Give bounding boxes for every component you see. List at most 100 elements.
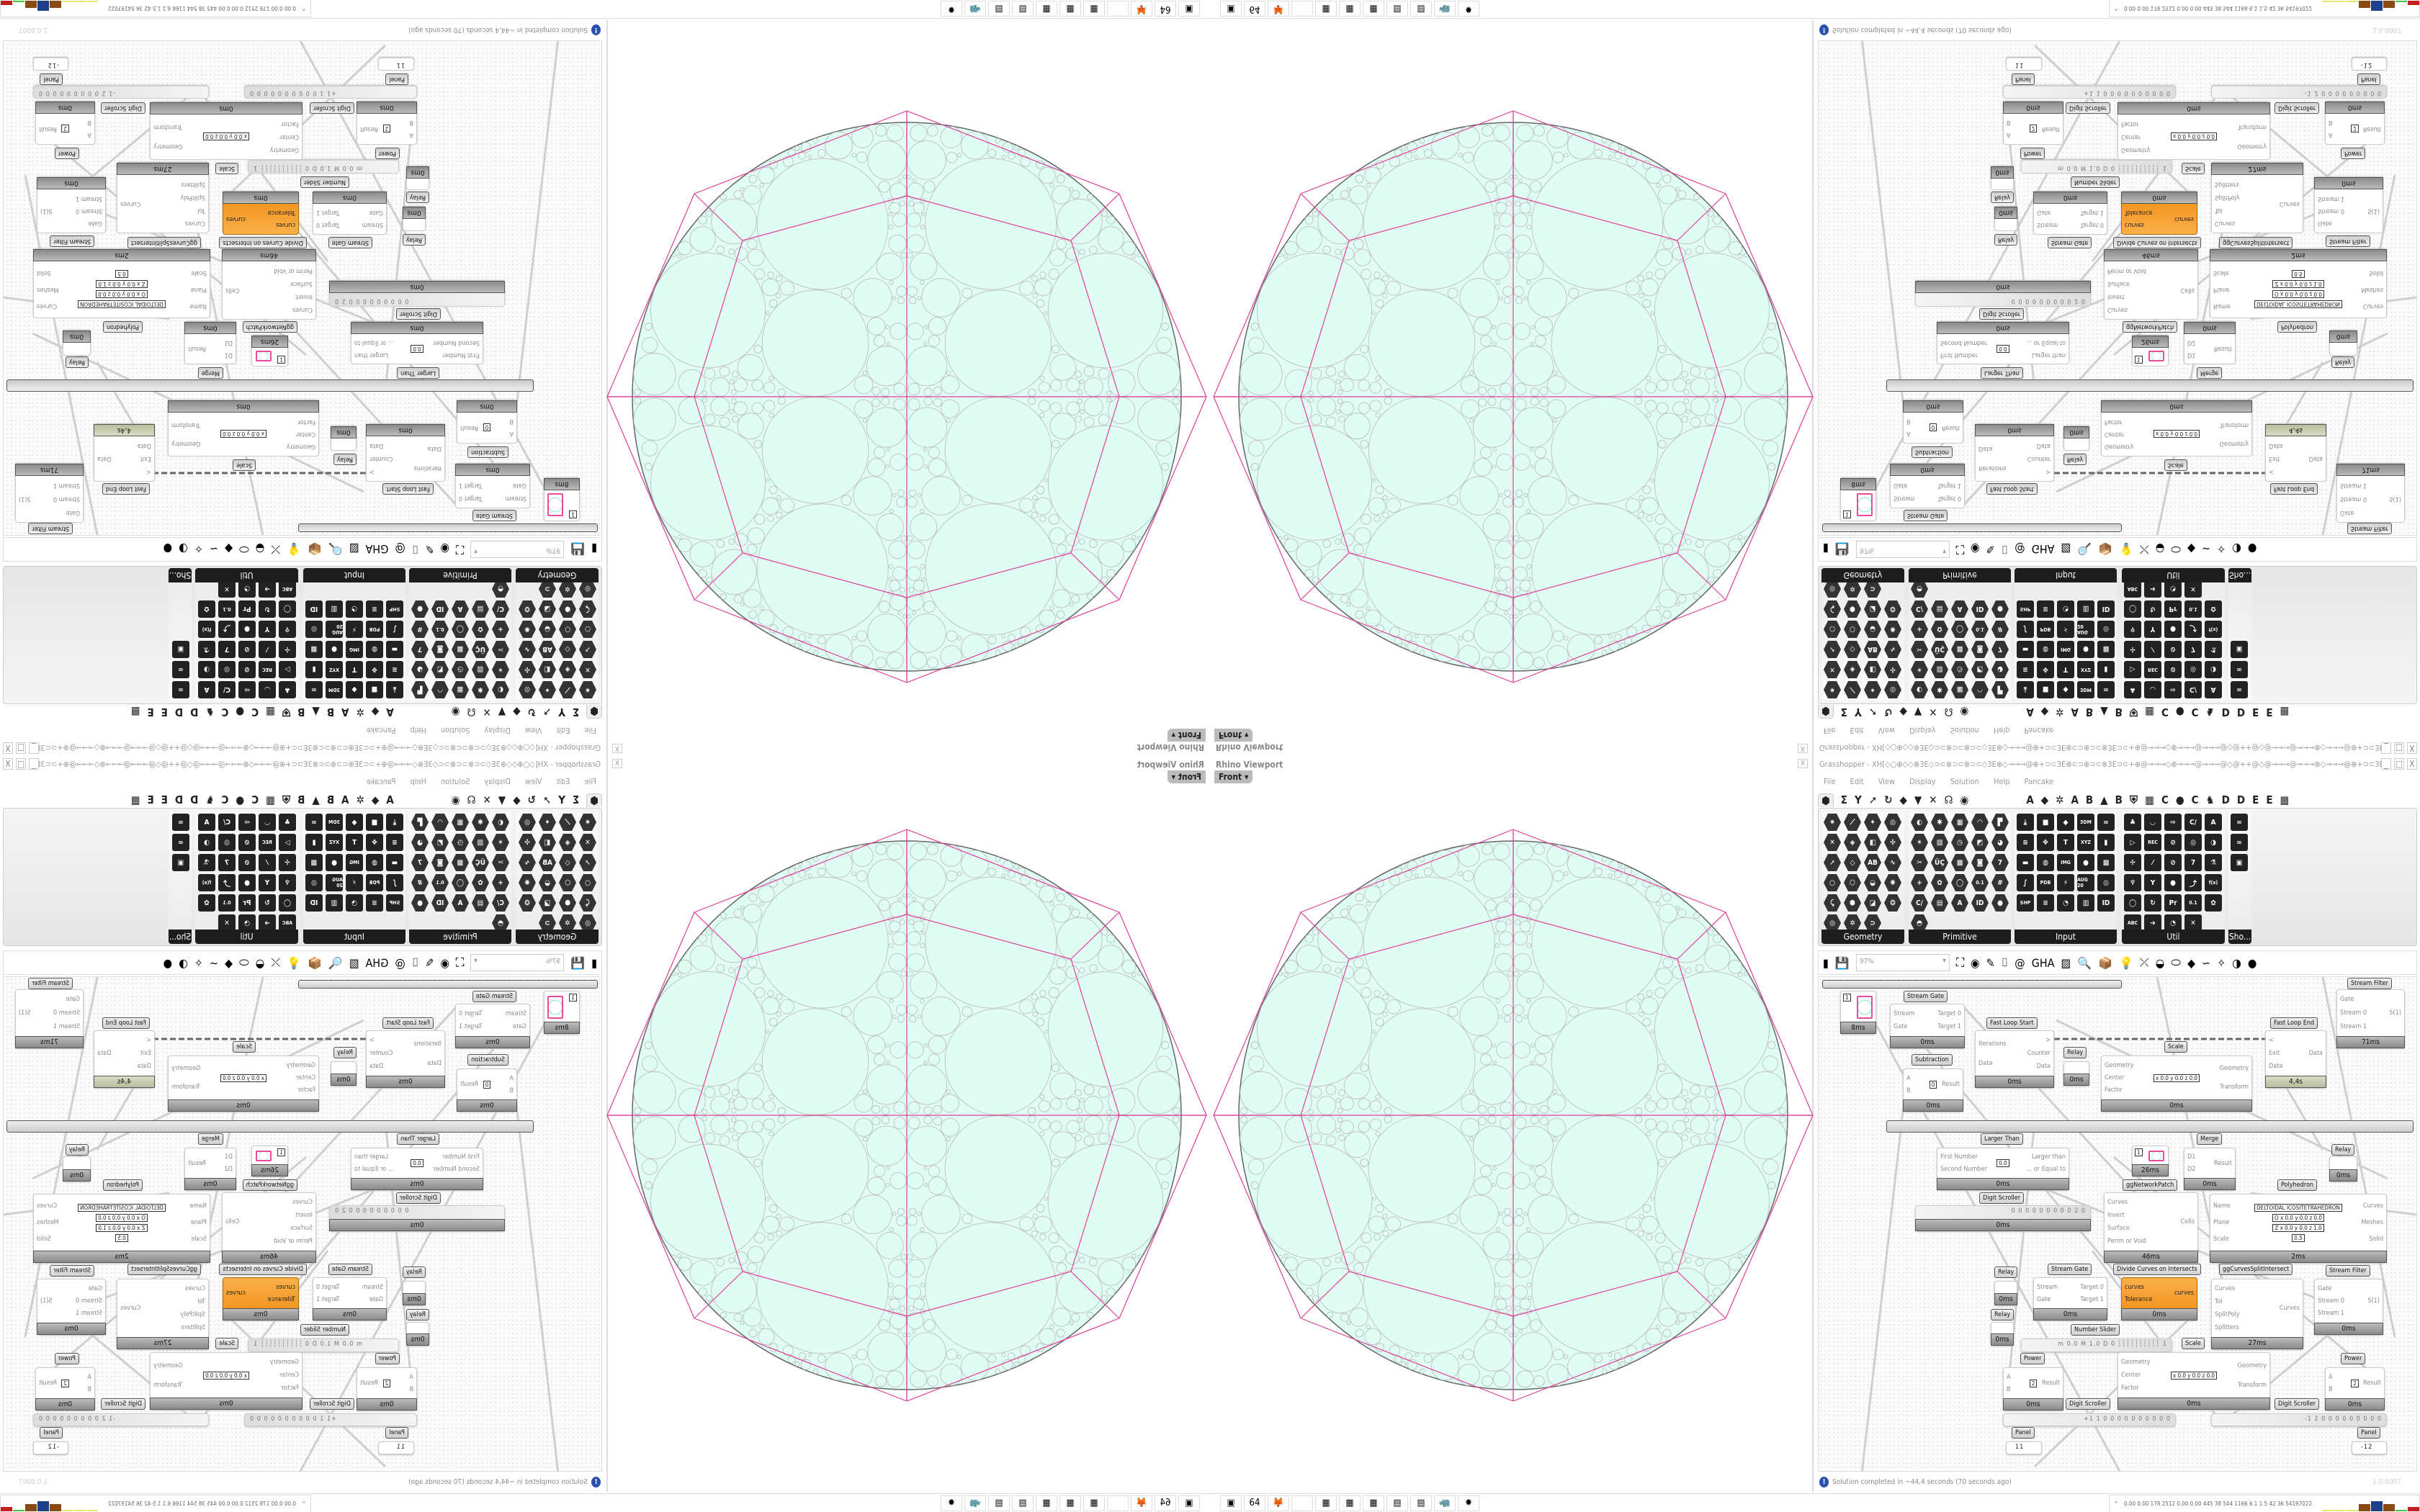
digit-scroller-label[interactable]: Digit Scroller (395, 308, 441, 320)
tab-icon[interactable]: ⛨ (282, 793, 291, 806)
component-icon[interactable]: ⊃ (1864, 914, 1881, 932)
new-file-icon[interactable]: ▮ (1823, 542, 1829, 557)
output-param[interactable]: Transform (2219, 1084, 2249, 1091)
component-icon[interactable]: ⊘ (2164, 661, 2182, 678)
group-bar[interactable] (1822, 980, 2122, 989)
tab-icon[interactable]: D (174, 793, 184, 806)
taskbar-calculator-icon[interactable]: ▦ (1363, 1495, 1384, 1511)
tab-icon[interactable]: E (2252, 793, 2259, 806)
component-icon[interactable]: A (198, 814, 215, 831)
component-icon[interactable]: ○ (579, 874, 596, 891)
input-param[interactable]: Stream (362, 1283, 383, 1291)
component-icon[interactable]: ▷ (2124, 661, 2141, 678)
component-icon[interactable]: ∞ (172, 814, 189, 831)
value-box[interactable]: 2 (2351, 125, 2359, 133)
component-icon[interactable]: ▩ (2097, 854, 2115, 871)
gha-icon[interactable]: GHA (2031, 955, 2055, 970)
component-icon[interactable]: ● (1991, 600, 2009, 618)
component-icon[interactable]: ⇨ (238, 814, 256, 831)
output-param[interactable]: Larger than (354, 351, 389, 359)
component-icon[interactable]: ∞ (305, 814, 323, 831)
component-icon[interactable]: ⚗ (2205, 641, 2222, 658)
input-param[interactable]: Geometry (269, 1359, 299, 1366)
tab-icon[interactable]: ▦ (2145, 706, 2154, 719)
power-label[interactable]: Power (2020, 1353, 2045, 1364)
component-icon[interactable]: SHP (2017, 894, 2034, 912)
panel-label[interactable]: Primitive (409, 930, 511, 944)
input-param[interactable]: Factor (281, 120, 299, 127)
panel-node[interactable]: 11 (378, 58, 414, 71)
input-param[interactable]: A (409, 1373, 413, 1381)
swatch-value[interactable]: 1 (569, 510, 577, 518)
input-param[interactable]: Stream 0 (53, 495, 80, 503)
component-icon[interactable]: ◎ (579, 580, 596, 598)
tab-icon[interactable]: ↻ (1884, 793, 1893, 806)
input-param[interactable]: A (1906, 430, 1911, 438)
component-icon[interactable]: ▧ (1931, 661, 1948, 678)
input-param[interactable]: Gate (2318, 1284, 2332, 1292)
component-icon[interactable]: ◧ (1864, 834, 1881, 851)
value-box[interactable]: x 0.0 y 0.0 z 0.0 (220, 430, 267, 438)
component-icon[interactable]: ✕ (1824, 661, 1841, 678)
input-param[interactable]: Geometry (269, 146, 299, 153)
component-icon[interactable]: IMG (2057, 854, 2074, 871)
globe-icon[interactable]: ● (2247, 542, 2257, 557)
tab-icon[interactable]: ✕ (1929, 706, 1937, 719)
tab-icon[interactable]: B (2115, 793, 2123, 806)
tab-icon[interactable]: ▼ (1914, 793, 1922, 806)
component-icon[interactable]: ▥ (326, 600, 343, 618)
component-icon[interactable]: ○ (1824, 874, 1841, 891)
power-label[interactable]: Power (54, 1353, 79, 1364)
output-param[interactable]: Target 1 (2080, 1295, 2104, 1303)
component-icon[interactable]: ✲ (1844, 580, 1861, 598)
menu-view[interactable]: View (524, 726, 542, 735)
component-icon[interactable]: 7 (218, 854, 236, 871)
zoom-extents-icon[interactable]: ⛶ (1955, 543, 1965, 557)
taskbar-calculator-icon[interactable]: ▦ (1059, 1, 1081, 17)
widget-value[interactable]: -1 2 0 0 0 0 0 0 0 0 0 (2304, 89, 2382, 96)
tab-icon[interactable]: ☊ (467, 793, 476, 806)
component-icon[interactable]: ▮ (305, 661, 323, 678)
input-param[interactable]: Geometry (2105, 443, 2134, 451)
swatch-value[interactable]: 1 (277, 1148, 285, 1156)
component-icon[interactable]: # (411, 874, 429, 891)
component-icon[interactable]: ◎ (1884, 814, 1901, 831)
component-icon[interactable]: 7 (1991, 641, 2009, 658)
component-icon[interactable]: ⟋ (1844, 681, 1861, 698)
component-icon[interactable]: ➔ (2144, 580, 2161, 598)
input-param[interactable]: SplitPoly (180, 194, 205, 201)
component-icon[interactable]: ✿ (1931, 621, 1948, 638)
component-icon[interactable]: ✕ (2184, 914, 2202, 932)
fast-loop-end-node[interactable]: < Exit Data Data 4,4s (94, 1030, 155, 1088)
component-icon[interactable]: ◎ (305, 621, 323, 638)
component-icon[interactable]: ⤴ (218, 621, 236, 638)
widget-value[interactable]: m 0.0 M 1.0 D 0 ┆┆┆┆┆┆┆┆┆┆ 1 (253, 1341, 362, 1348)
panel-label[interactable]: Panel (385, 1427, 408, 1439)
component-icon[interactable]: ❂ (519, 600, 536, 618)
input-param[interactable]: Geometry (286, 443, 315, 451)
output-param[interactable]: curves (2174, 215, 2194, 222)
digit-scroller-label[interactable]: Digit Scroller (1979, 308, 2025, 320)
component-icon[interactable]: ◷ (1951, 661, 1968, 678)
number-slider-label[interactable]: Number Slider (300, 176, 349, 188)
wires-icon[interactable]: ⤫ (2139, 955, 2149, 969)
output-param[interactable]: S(1) (19, 1009, 31, 1017)
component-icon[interactable]: A (2205, 681, 2222, 698)
component-icon[interactable]: ⬡ (559, 874, 576, 891)
component-icon[interactable]: ◎ (218, 834, 236, 851)
save-icon[interactable]: 💾 (570, 542, 586, 557)
component-icon[interactable]: ≋ (2017, 661, 2034, 678)
stream-filter-label[interactable]: Stream Filter (2326, 235, 2370, 247)
component-icon[interactable]: ✂ (492, 854, 509, 871)
taskbar-blank-icon[interactable] (1291, 1, 1313, 17)
taskbar-floppy-64-icon[interactable]: 64 (1244, 1, 1265, 17)
output-param[interactable]: Data (2036, 1063, 2051, 1070)
tab-icon[interactable]: ✲ (2056, 793, 2064, 806)
tab-icon[interactable]: B (297, 706, 305, 719)
relay-label[interactable]: Relay (1991, 192, 2015, 203)
sphere-icon[interactable]: ◑ (2232, 542, 2241, 557)
input-param[interactable]: Tolerance (2125, 1295, 2153, 1303)
wires-icon[interactable]: ⤫ (2139, 543, 2149, 557)
component-icon[interactable]: ♣ (279, 681, 296, 698)
component-icon[interactable]: REC (259, 834, 276, 851)
